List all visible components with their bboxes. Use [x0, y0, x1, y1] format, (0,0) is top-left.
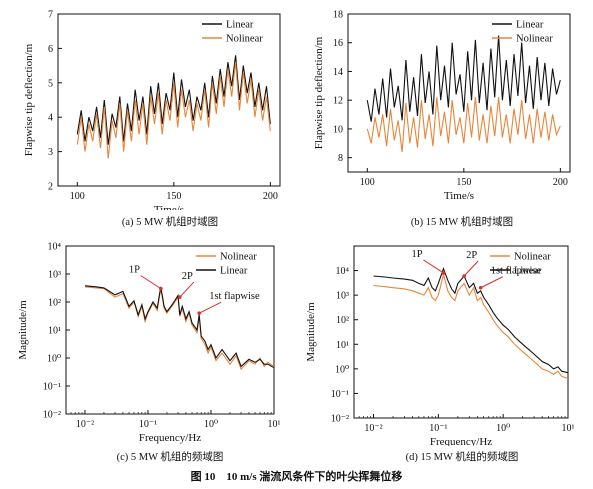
annotation-arrow	[463, 260, 479, 277]
y-tick-label: 10³	[336, 291, 349, 302]
panel-a: 100 150 200 2 3 4 5 6 7 Time/s Flapwise tip deflec…	[0, 0, 296, 216]
annotation-arrowhead	[159, 286, 163, 291]
x-tick-label: 10¹	[562, 423, 575, 434]
chart-b: 100 150 200 8 10 12 14 16 18 Time/s Flapwise tip d…	[313, 10, 571, 202]
y-tick-label: 10⁻²	[43, 410, 61, 421]
annotation-arrow	[480, 276, 503, 289]
caption-d: (d) 15 MW 机组的频域图	[405, 452, 519, 463]
x-tick-label: 100	[360, 177, 375, 188]
figure-title: 图 10 10 m/s 湍流风条件下的叶尖挥舞位移	[190, 471, 403, 483]
annotation-arrow	[423, 259, 444, 274]
y-tick-label: 10⁻¹	[43, 382, 61, 393]
legend-label-nolinear: Nolinear	[516, 34, 553, 45]
x-axis-label: Frequency/Hz	[430, 436, 492, 446]
y-axis-label: Flapwise tip deflection/m	[313, 36, 325, 149]
y-tick-label: 8	[338, 153, 343, 164]
annotation-arrow	[198, 301, 222, 314]
annotation-label: 1st flapwise	[209, 291, 260, 302]
y-tick-label: 18	[333, 10, 343, 21]
y-tick-label: 12	[333, 96, 343, 107]
y-tick-label: 10⁻¹	[331, 389, 349, 400]
caption-c: (c) 5 MW 机组的频域图	[116, 452, 224, 463]
y-tick-label: 7	[48, 10, 53, 21]
chart-a: 100 150 200 2 3 4 5 6 7 Time/s Flapwise tip deflec…	[23, 10, 281, 216]
y-tick-label: 3	[48, 147, 53, 158]
y-tick-label: 2	[48, 182, 53, 193]
x-axis-label: Time/s	[154, 204, 184, 210]
x-tick-label: 150	[166, 191, 181, 202]
plot-frame	[353, 245, 569, 419]
annotation-label: 2P	[466, 250, 477, 261]
y-tick-label: 16	[333, 38, 343, 49]
x-tick-label: 10⁻²	[76, 419, 94, 430]
plot-frame	[57, 13, 281, 187]
panel-b: 100 150 200 8 10 12 14 16 18 Time/s Flapwise tip d…	[296, 0, 593, 215]
legend-label-linear: Linear	[226, 20, 254, 31]
series-line-nolinear	[366, 97, 561, 152]
x-tick-label: 10⁻¹	[429, 423, 447, 434]
y-tick-label: 5	[48, 78, 53, 89]
legend-label-nolinear: Nolinear	[514, 252, 551, 263]
y-tick-label: 10²	[48, 298, 61, 309]
y-axis-label: Flapwise tip deflection/m	[23, 43, 35, 156]
y-tick-label: 14	[333, 67, 343, 78]
chart-c: 10⁻² 10⁻¹ 10⁰ 10¹ 10⁻² 10⁻¹ 10⁰ 10¹ 10² 10³ 10⁴ Fre…	[17, 242, 281, 445]
caption-b: (b) 15 MW 机组时域图	[410, 217, 514, 228]
series-line-nolinear	[76, 62, 271, 159]
series-line-linear	[84, 285, 274, 369]
x-tick-label: 10⁰	[496, 423, 510, 434]
annotation-arrowhead	[441, 271, 446, 275]
x-tick-label: 10⁻²	[364, 423, 382, 434]
x-tick-label: 10¹	[268, 419, 281, 430]
annotation-arrowhead	[478, 285, 483, 290]
panel-c: 10⁻² 10⁻¹ 10⁰ 10¹ 10⁻² 10⁻¹ 10⁰ 10¹ 10² 10³ 10⁴ Fre…	[0, 232, 296, 451]
annotation-arrowhead	[462, 274, 466, 278]
series-line-linear	[373, 266, 568, 374]
series-line-nolinear	[373, 274, 568, 380]
annotation-label: 1P	[129, 265, 140, 276]
y-tick-label: 10⁴	[48, 242, 62, 253]
series-line-linear	[76, 55, 271, 145]
legend-label-nolinear: Nolinear	[226, 34, 263, 45]
y-tick-label: 10⁴	[336, 266, 350, 277]
y-tick-label: 10²	[336, 315, 349, 326]
annotation-arrow	[140, 275, 162, 290]
x-tick-label: 10⁻¹	[139, 419, 157, 430]
y-tick-label: 10¹	[48, 326, 61, 337]
annotation-label: 2P	[182, 271, 193, 282]
x-tick-label: 100	[70, 191, 85, 202]
y-tick-label: 10⁰	[335, 364, 349, 375]
y-tick-label: 10³	[48, 270, 61, 281]
y-tick-label: 6	[48, 44, 53, 55]
y-tick-label: 10¹	[336, 340, 349, 351]
annotation-label: 1st flapwise	[491, 266, 542, 277]
legend-label-linear: Linear	[514, 266, 542, 277]
y-tick-label: 10⁻²	[331, 414, 349, 425]
y-tick-label: 4	[48, 113, 53, 124]
caption-a: (a) 5 MW 机组时域图	[121, 217, 219, 228]
x-axis-label: Frequency/Hz	[139, 432, 201, 444]
chart-d: 10⁻² 10⁻¹ 10⁰ 10¹ 10⁻² 10⁻¹ 10⁰ 10¹ 10² 10³ 10⁴ Fre…	[305, 245, 575, 448]
legend-label-linear: Linear	[220, 266, 248, 277]
x-tick-label: 10⁰	[204, 419, 218, 430]
y-axis-label: Magnitude/m	[305, 302, 317, 362]
annotation-arrowhead	[178, 295, 182, 299]
y-tick-label: 10	[333, 124, 343, 135]
annotation-label: 1P	[411, 249, 422, 260]
panel-d: 10⁻² 10⁻¹ 10⁰ 10¹ 10⁻² 10⁻¹ 10⁰ 10¹ 10² 10³ 10⁴ Fre…	[296, 232, 593, 451]
annotation-arrow	[179, 281, 195, 298]
series-line-linear	[366, 35, 561, 122]
y-axis-label: Magnitude/m	[17, 300, 29, 360]
x-axis-label: Time/s	[444, 190, 474, 202]
x-tick-label: 200	[553, 177, 568, 188]
x-tick-label: 150	[456, 177, 471, 188]
y-tick-label: 10⁰	[47, 354, 61, 365]
annotation-arrowhead	[197, 311, 202, 315]
legend-label-nolinear: Nolinear	[220, 252, 257, 263]
x-tick-label: 200	[263, 191, 278, 202]
plot-frame	[347, 13, 571, 173]
legend-label-linear: Linear	[516, 20, 544, 31]
